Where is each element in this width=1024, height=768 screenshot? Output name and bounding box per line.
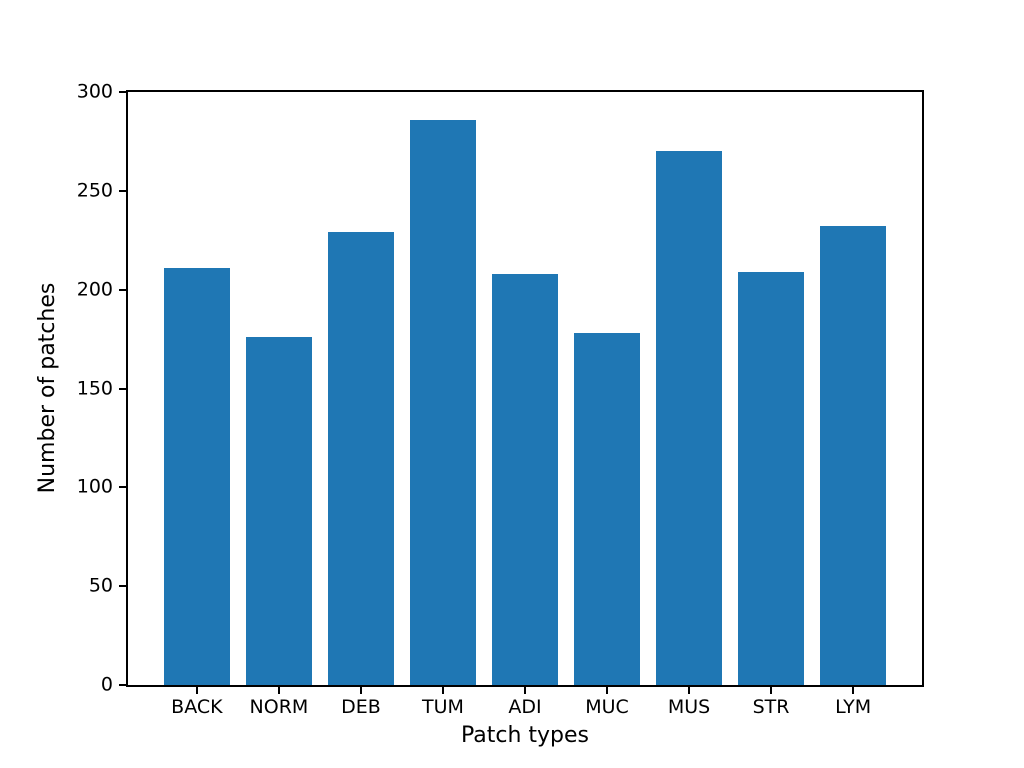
x-tick-label: BACK [171, 696, 223, 718]
x-tick [195, 687, 198, 694]
x-tick-label: LYM [835, 696, 872, 718]
x-tick-label: STR [752, 696, 790, 718]
y-axis-label: Number of patches [34, 282, 60, 494]
x-tick-label: MUS [667, 696, 711, 718]
y-tick [119, 486, 126, 489]
y-tick [119, 585, 126, 588]
y-tick [119, 684, 126, 686]
y-tick-label: 200 [76, 278, 113, 301]
x-tick [441, 687, 444, 694]
bar [492, 273, 558, 685]
x-tick-label: NORM [249, 696, 309, 718]
x-tick [852, 687, 855, 694]
y-tick-label: 300 [76, 80, 113, 103]
x-tick [277, 687, 280, 694]
x-tick [606, 687, 609, 694]
x-tick-label: ADI [508, 696, 542, 718]
bar [328, 232, 394, 685]
x-tick [359, 687, 362, 694]
bar [246, 337, 312, 685]
y-tick [119, 288, 126, 291]
y-tick [119, 387, 126, 390]
bar [738, 271, 804, 685]
bar [410, 119, 476, 685]
plot-area: BACK NORM DEB TUM ADI MUC MUS STR LYM 0 50 100 150 20… [77, 82, 924, 717]
y-tick-label: 250 [76, 179, 113, 202]
bar [164, 267, 230, 685]
x-tick-label: DEB [341, 696, 381, 718]
x-axis-label: Patch types [460, 723, 590, 748]
y-tick-label: 0 [100, 673, 113, 696]
y-tick [119, 189, 126, 192]
x-tick-label: TUM [422, 696, 464, 718]
y-tick [119, 91, 126, 93]
bar [574, 333, 640, 685]
bar [656, 151, 722, 685]
x-tick [688, 687, 691, 694]
y-tick-label: 150 [76, 377, 113, 399]
x-tick-label: MUC [585, 696, 629, 718]
bar [820, 226, 886, 685]
y-tick-label: 50 [88, 574, 113, 597]
x-tick [770, 687, 773, 694]
x-tick [524, 687, 526, 694]
y-tick-label: 100 [76, 475, 113, 498]
